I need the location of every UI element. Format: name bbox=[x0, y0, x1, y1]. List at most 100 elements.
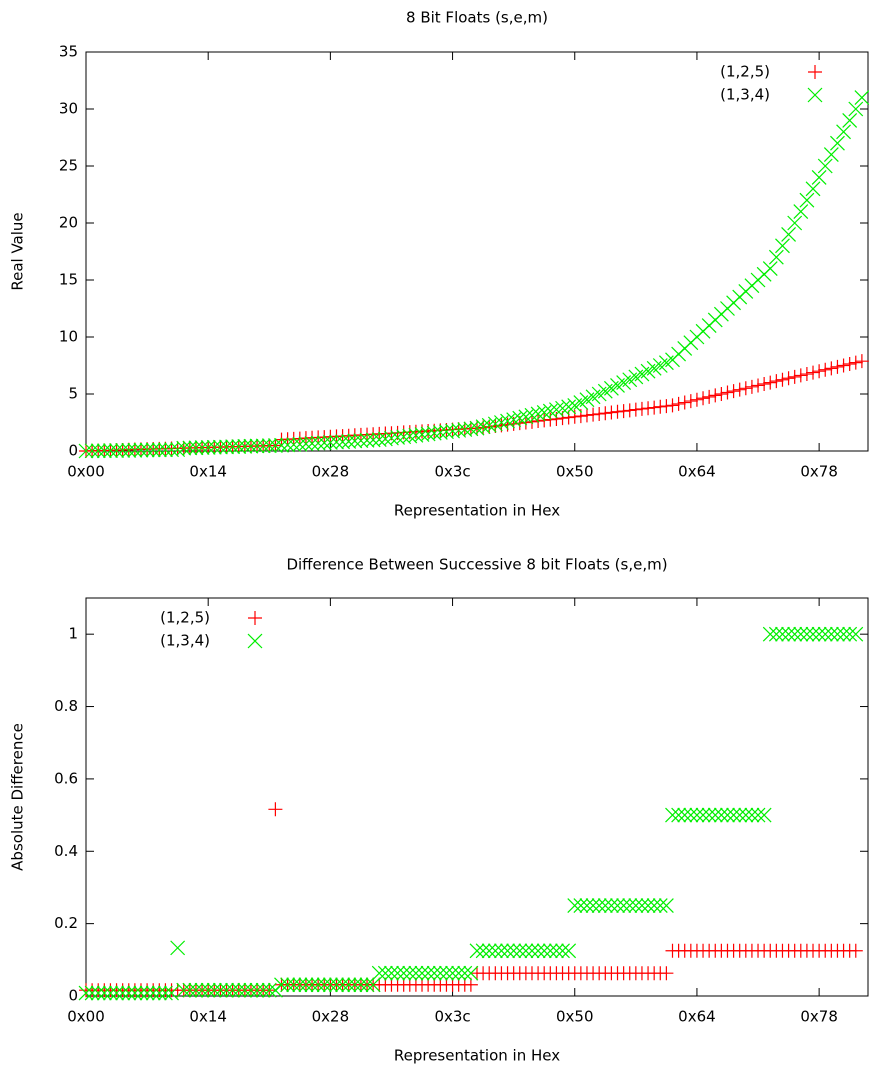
point bbox=[267, 438, 283, 453]
point bbox=[768, 249, 784, 265]
point bbox=[127, 442, 143, 458]
point bbox=[231, 982, 247, 998]
point bbox=[500, 943, 515, 959]
y-tick-label: 5 bbox=[68, 385, 78, 403]
point bbox=[384, 430, 399, 446]
point bbox=[836, 358, 851, 373]
point bbox=[622, 898, 638, 913]
point bbox=[157, 985, 173, 1001]
y-axis-title: Real Value bbox=[9, 212, 27, 290]
point bbox=[286, 977, 302, 993]
point bbox=[806, 365, 821, 380]
point bbox=[237, 438, 253, 454]
y-tick-label: 20 bbox=[59, 214, 78, 232]
point bbox=[164, 985, 179, 1001]
x-tick-label: 0x50 bbox=[556, 463, 594, 481]
point bbox=[518, 415, 533, 430]
point bbox=[151, 442, 167, 458]
point bbox=[231, 439, 247, 454]
point bbox=[390, 965, 406, 981]
x-tick-label: 0x64 bbox=[678, 463, 716, 481]
point bbox=[591, 898, 607, 913]
point bbox=[726, 384, 741, 399]
point bbox=[548, 402, 564, 418]
point bbox=[359, 977, 375, 993]
point bbox=[658, 898, 674, 913]
point bbox=[494, 415, 509, 430]
point bbox=[714, 387, 729, 401]
point bbox=[439, 424, 454, 440]
point bbox=[677, 807, 693, 823]
point bbox=[579, 408, 594, 423]
point bbox=[732, 382, 747, 397]
point bbox=[322, 977, 338, 993]
point bbox=[500, 413, 515, 429]
point bbox=[384, 965, 399, 981]
point bbox=[280, 437, 296, 453]
point bbox=[133, 985, 149, 1001]
point bbox=[634, 401, 649, 416]
point bbox=[640, 898, 656, 913]
legend-marker bbox=[247, 633, 263, 649]
point bbox=[176, 440, 192, 456]
point bbox=[707, 807, 723, 823]
point bbox=[341, 977, 357, 993]
point bbox=[652, 898, 668, 913]
point bbox=[695, 807, 711, 823]
point bbox=[109, 985, 124, 1001]
point bbox=[702, 389, 717, 404]
point bbox=[518, 409, 534, 425]
point bbox=[518, 943, 534, 959]
point bbox=[329, 977, 344, 993]
point bbox=[628, 402, 643, 417]
point bbox=[696, 391, 711, 406]
point bbox=[481, 943, 497, 959]
point bbox=[567, 409, 582, 424]
point bbox=[482, 419, 497, 434]
point bbox=[610, 898, 625, 913]
point bbox=[793, 204, 809, 220]
point bbox=[548, 943, 564, 959]
point bbox=[811, 169, 827, 185]
plot-frame bbox=[85, 51, 869, 452]
point bbox=[720, 385, 735, 400]
y-tick-label: 15 bbox=[59, 271, 78, 289]
point bbox=[292, 977, 308, 993]
point bbox=[280, 977, 296, 993]
point bbox=[738, 807, 754, 823]
point bbox=[212, 982, 228, 998]
point bbox=[121, 443, 137, 458]
point bbox=[377, 431, 393, 447]
point bbox=[365, 432, 381, 448]
point bbox=[353, 433, 369, 449]
point bbox=[408, 965, 424, 981]
point bbox=[451, 965, 467, 981]
point bbox=[805, 626, 821, 642]
point bbox=[799, 367, 814, 382]
point bbox=[274, 437, 289, 453]
point bbox=[665, 398, 680, 413]
point bbox=[432, 424, 448, 440]
x-tick-label: 0x78 bbox=[800, 463, 838, 481]
x-tick-label: 0x00 bbox=[67, 463, 105, 481]
point bbox=[274, 977, 289, 993]
point bbox=[842, 357, 857, 372]
point bbox=[512, 943, 528, 959]
point bbox=[90, 443, 106, 459]
point bbox=[762, 261, 778, 277]
point bbox=[243, 982, 259, 998]
x-tick-label: 0x14 bbox=[189, 463, 227, 481]
point bbox=[304, 977, 320, 993]
point bbox=[103, 443, 118, 459]
point bbox=[145, 442, 161, 458]
point bbox=[194, 440, 210, 456]
point bbox=[127, 985, 143, 1001]
point bbox=[139, 985, 155, 1001]
point bbox=[506, 412, 522, 428]
y-tick-label: 0.6 bbox=[54, 769, 78, 787]
point bbox=[659, 966, 674, 981]
point bbox=[188, 440, 204, 456]
point bbox=[506, 943, 522, 959]
y-tick-label: 25 bbox=[59, 157, 78, 175]
point bbox=[255, 982, 271, 998]
